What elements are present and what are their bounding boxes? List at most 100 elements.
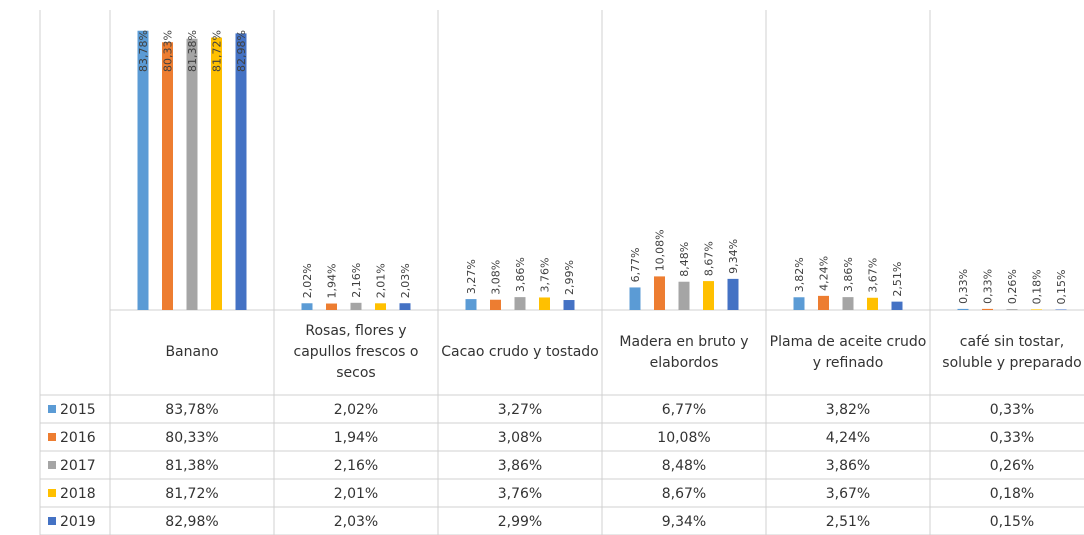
table-cell: 6,77% xyxy=(662,402,706,418)
data-label: 2,03% xyxy=(399,263,412,298)
legend-swatch xyxy=(48,461,56,469)
bar xyxy=(326,303,337,310)
table-cell: 10,08% xyxy=(657,430,710,446)
category-label: Cacao crudo y tostado xyxy=(441,344,599,360)
data-label: 2,16% xyxy=(350,263,363,298)
bar xyxy=(235,33,247,311)
data-label: 3,86% xyxy=(842,257,855,292)
bar xyxy=(703,281,714,310)
data-label: 2,02% xyxy=(301,263,314,298)
data-label: 6,77% xyxy=(629,247,642,282)
bar xyxy=(211,37,222,310)
table-cell: 3,86% xyxy=(498,458,542,474)
category-label: Rosas, flores y capullos frescos o secos xyxy=(293,323,419,381)
bar xyxy=(867,297,878,310)
data-label: 9,34% xyxy=(727,239,740,274)
category-label: Plama de aceite crudo y refinado xyxy=(769,333,927,371)
bar xyxy=(654,276,665,310)
data-label: 0,33% xyxy=(982,269,995,304)
data-label: 83,78% xyxy=(137,30,150,72)
table-cell: 3,27% xyxy=(498,402,542,418)
bar xyxy=(539,297,550,310)
bar xyxy=(678,281,690,310)
data-label: 10,08% xyxy=(654,229,667,271)
bar xyxy=(301,303,313,310)
table-cell: 4,24% xyxy=(826,430,870,446)
table-cell: 0,33% xyxy=(990,402,1034,418)
table-cell: 3,76% xyxy=(498,486,542,502)
data-label: 0,33% xyxy=(957,269,970,304)
data-label: 3,08% xyxy=(490,260,503,295)
table-cell: 2,01% xyxy=(334,486,378,502)
data-label: 3,76% xyxy=(539,258,552,293)
table-cell: 81,72% xyxy=(165,486,218,502)
legend-label: 2017 xyxy=(60,458,96,474)
data-label: 3,27% xyxy=(465,259,478,294)
table-cell: 82,98% xyxy=(165,514,218,530)
data-label: 0,18% xyxy=(1031,269,1044,304)
table-cell: 2,02% xyxy=(334,402,378,418)
table-cell: 80,33% xyxy=(165,430,218,446)
category-label: café sin tostar, soluble y preparado xyxy=(942,333,1082,371)
bar xyxy=(957,308,969,310)
table-cell: 2,51% xyxy=(826,514,870,530)
bar xyxy=(514,297,526,310)
table-cell: 2,99% xyxy=(498,514,542,530)
table-cell: 3,86% xyxy=(826,458,870,474)
data-label: 2,51% xyxy=(891,262,904,297)
bar xyxy=(842,297,854,310)
data-label: 8,67% xyxy=(703,241,716,276)
category-label: Banano xyxy=(165,344,219,360)
bar xyxy=(137,30,149,310)
table-cell: 0,15% xyxy=(990,514,1034,530)
legend-label: 2019 xyxy=(60,514,96,530)
data-label: 81,38% xyxy=(186,30,199,72)
table-cell: 2,03% xyxy=(334,514,378,530)
table-cell: 3,08% xyxy=(498,430,542,446)
bar xyxy=(563,300,575,310)
bar xyxy=(629,287,641,310)
table-cell: 3,82% xyxy=(826,402,870,418)
table-cell: 0,18% xyxy=(990,486,1034,502)
data-label: 1,94% xyxy=(326,264,339,299)
bar xyxy=(186,38,198,310)
table-cell: 9,34% xyxy=(662,514,706,530)
bar xyxy=(727,278,739,310)
data-label: 4,24% xyxy=(818,256,831,291)
data-label: 8,48% xyxy=(678,242,691,277)
bar xyxy=(1006,309,1018,310)
bar xyxy=(490,299,501,310)
table-cell: 2,16% xyxy=(334,458,378,474)
bar xyxy=(375,303,386,310)
data-label: 3,67% xyxy=(867,258,880,293)
table-cell: 0,26% xyxy=(990,458,1034,474)
data-label: 3,86% xyxy=(514,257,527,292)
data-label: 0,26% xyxy=(1006,269,1019,304)
table-cell: 81,38% xyxy=(165,458,218,474)
data-label: 82,98% xyxy=(235,30,248,72)
legend-swatch xyxy=(48,405,56,413)
table-cell: 83,78% xyxy=(165,402,218,418)
bar xyxy=(982,308,993,310)
legend-label: 2016 xyxy=(60,430,96,446)
data-label: 2,01% xyxy=(375,263,388,298)
table-cell: 1,94% xyxy=(334,430,378,446)
table-cell: 8,67% xyxy=(662,486,706,502)
data-label: 0,15% xyxy=(1055,270,1068,305)
bar xyxy=(350,302,362,310)
table-cell: 8,48% xyxy=(662,458,706,474)
table-cell: 3,67% xyxy=(826,486,870,502)
bar xyxy=(1031,309,1042,310)
bar xyxy=(1055,309,1067,310)
data-label: 81,72% xyxy=(211,30,224,72)
bar xyxy=(793,297,805,310)
bar xyxy=(465,299,477,310)
bar xyxy=(162,42,173,310)
bar xyxy=(891,301,903,310)
table-cell: 0,33% xyxy=(990,430,1034,446)
legend-swatch xyxy=(48,433,56,441)
legend-label: 2018 xyxy=(60,486,96,502)
data-label: 80,33% xyxy=(162,30,175,72)
